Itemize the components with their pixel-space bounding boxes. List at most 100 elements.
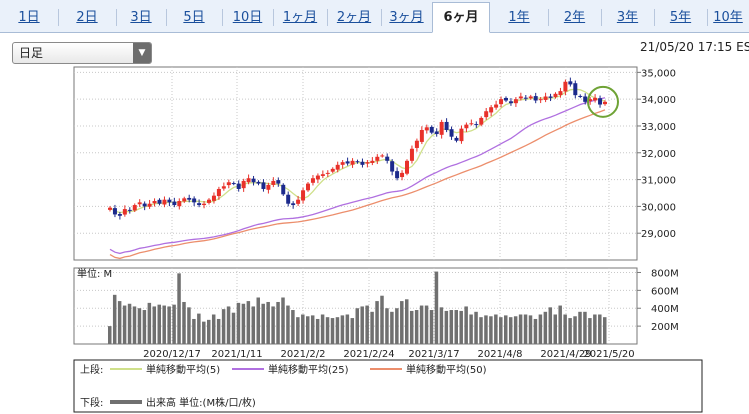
candle-body <box>207 199 211 203</box>
price-tick-label: 30,000 <box>641 202 676 213</box>
volume-bar <box>479 317 483 344</box>
legend-volume-label: 出来高 単位:(M株/口/枚) <box>146 396 256 409</box>
candle-body <box>147 203 152 207</box>
price-tick-label: 35,000 <box>641 68 676 79</box>
candle-body <box>310 178 315 183</box>
candle-body <box>429 126 434 133</box>
tab-4[interactable]: 5日 <box>183 10 205 25</box>
candle-body <box>226 182 231 186</box>
volume-bar <box>266 301 270 344</box>
volume-bar <box>231 312 236 344</box>
volume-bar <box>405 299 409 344</box>
candle-body <box>558 91 563 96</box>
tab-11[interactable]: 2年 <box>563 10 586 25</box>
tab-6[interactable]: 1ヶ月 <box>282 10 318 25</box>
volume-bar <box>310 315 315 344</box>
candle-body <box>380 155 385 157</box>
candle-body <box>350 160 355 165</box>
volume-bar <box>132 306 137 344</box>
volume-bar <box>454 310 458 344</box>
candle-body <box>211 195 216 201</box>
volume-bar <box>588 318 592 344</box>
tab-10[interactable]: 1年 <box>508 10 530 25</box>
volume-bar <box>182 301 186 344</box>
candle-body <box>400 172 405 178</box>
candle-body <box>548 96 553 98</box>
candle-body <box>187 197 192 200</box>
tab-8[interactable]: 3ヶ月 <box>389 10 424 25</box>
candle-body <box>266 184 271 190</box>
volume-bar <box>558 305 562 344</box>
candle-body <box>315 175 320 180</box>
candle-body <box>444 121 449 130</box>
tab-2[interactable]: 2日 <box>76 10 98 25</box>
volume-bar <box>127 303 132 344</box>
tab-7[interactable]: 2ヶ月 <box>336 10 372 25</box>
tab-5[interactable]: 10日 <box>232 10 263 25</box>
volume-bar <box>563 314 567 344</box>
volume-bar <box>484 315 488 344</box>
volume-bar <box>360 306 364 344</box>
candle-body <box>182 198 187 202</box>
tab-3[interactable]: 3日 <box>130 10 152 25</box>
candle-body <box>335 164 340 170</box>
candle-body <box>508 101 513 104</box>
tab-separator <box>601 9 602 26</box>
volume-bar <box>464 306 468 344</box>
candle-body <box>598 98 603 105</box>
ma25-line <box>109 97 606 255</box>
volume-bar <box>296 317 300 344</box>
candle-body <box>528 96 533 99</box>
volume-bar <box>325 317 330 344</box>
volume-bar <box>177 273 181 344</box>
volume-tick-label: 800M <box>651 268 679 279</box>
volume-bar <box>330 318 335 344</box>
volume-bar <box>593 314 597 344</box>
volume-bar <box>469 314 473 344</box>
candle-body <box>236 183 241 189</box>
volume-bar <box>400 301 404 344</box>
volume-bar <box>315 318 320 344</box>
candle-body <box>365 162 370 164</box>
candle-body <box>439 121 444 135</box>
volume-bar <box>246 301 251 344</box>
candle-period-value: 日足 <box>19 46 44 60</box>
x-tick-label: 2021/1/11 <box>211 349 262 360</box>
candle-body <box>281 184 286 195</box>
candle-body <box>157 199 162 204</box>
candle-period-select[interactable]: 日足 ▼ <box>12 42 152 64</box>
volume-bar <box>419 305 424 344</box>
volume-bar <box>340 315 345 344</box>
candle-body <box>538 99 543 101</box>
tab-separator <box>273 9 274 26</box>
volume-bar <box>236 302 241 344</box>
candle-body <box>518 96 523 99</box>
candle-body <box>390 161 395 172</box>
volume-bar <box>157 304 161 344</box>
candle-body <box>291 203 296 206</box>
candle-body <box>345 161 350 164</box>
price-tick-label: 34,000 <box>641 95 676 106</box>
volume-bar <box>365 305 369 344</box>
candle-body <box>523 97 528 99</box>
tab-separator <box>707 9 708 26</box>
candle-body <box>370 160 375 163</box>
candle-body <box>553 93 558 98</box>
tab-13[interactable]: 5年 <box>669 10 692 25</box>
volume-bar <box>162 305 166 344</box>
candle-body <box>588 99 593 102</box>
tab-1[interactable]: 1日 <box>18 10 40 25</box>
x-tick-label: 2021/4/29 <box>540 349 591 360</box>
tab-14[interactable]: 10年 <box>713 10 743 25</box>
tab-12[interactable]: 3年 <box>616 10 639 25</box>
chevron-down-icon[interactable]: ▼ <box>133 43 151 63</box>
volume-bar <box>291 310 295 344</box>
volume-bar <box>216 318 221 344</box>
price-tick-label: 32,000 <box>641 149 676 160</box>
volume-bar <box>395 308 399 344</box>
candle-body <box>479 117 484 125</box>
candle-body <box>197 203 202 206</box>
candle-body <box>271 180 276 185</box>
tab-9[interactable]: 6ヶ月 <box>432 2 490 33</box>
